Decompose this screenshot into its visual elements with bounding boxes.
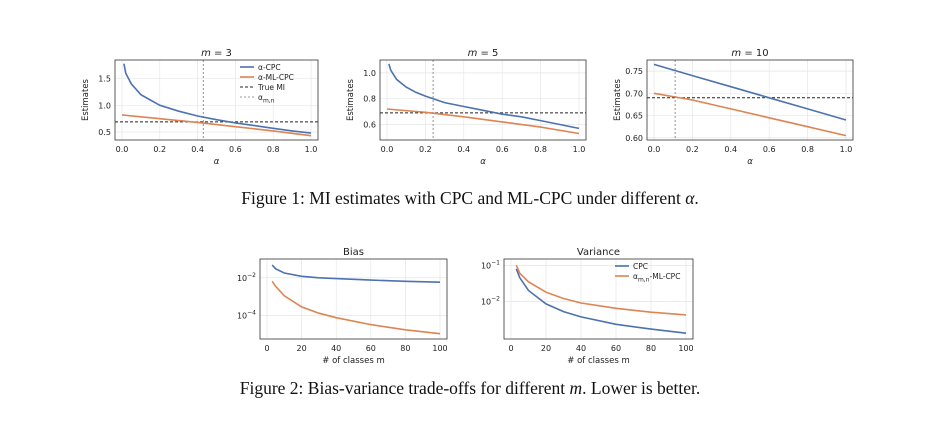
chart-4-title: Bias — [343, 247, 364, 258]
chart-4-frame — [259, 258, 448, 340]
chart-1-x-tick-label: 0.8 — [267, 145, 280, 154]
chart-1-legend-label: αm,n — [258, 93, 275, 105]
chart-1-series-cpc-line — [123, 63, 312, 134]
chart-2-x-tick-label: 0.2 — [419, 145, 432, 154]
chart-3-y-tick-label: 0.70 — [625, 89, 643, 98]
chart-3-x-tick-label: 0.6 — [763, 145, 776, 154]
chart-1-title: m = 3 — [201, 48, 232, 59]
figure2-caption-end: . Lower is better. — [582, 378, 701, 398]
chart-3-y-tick-label: 0.75 — [625, 67, 643, 76]
figure1-caption: Figure 1: MI estimates with CPC and ML-C… — [0, 188, 940, 209]
figure1-caption-end: . — [694, 188, 699, 208]
chart-1-y-axis-label: Estimates — [81, 78, 91, 121]
chart-3-y-tick-label: 0.60 — [625, 134, 643, 143]
chart-3-x-tick-label: 0.4 — [724, 145, 737, 154]
chart-1-y-tick-label: 1.0 — [98, 101, 111, 110]
chart-5-series-cpc-line — [515, 268, 687, 334]
chart-3-y-axis-label: Estimates — [613, 78, 623, 121]
chart-4-x-tick-label: 100 — [432, 344, 447, 353]
chart-3-x-tick-label: 0.0 — [648, 145, 661, 154]
chart-1-y-tick-label: 1.5 — [98, 75, 111, 84]
chart-5-y-tick-label: 10−1 — [481, 259, 500, 270]
figure2-caption: Figure 2: Bias-variance trade-offs for d… — [0, 378, 940, 399]
chart-4-series-ml-cpc-line — [271, 280, 441, 335]
chart-5-legend-label: αm,n-ML-CPC — [633, 272, 680, 284]
chart-5-x-tick-label: 0 — [508, 344, 513, 353]
chart-2-x-tick-label: 0.4 — [457, 145, 470, 154]
chart-2-x-tick-label: 0.6 — [496, 145, 509, 154]
chart-3-y-tick-label: 0.65 — [625, 112, 643, 121]
chart-5-x-tick-label: 100 — [678, 344, 693, 353]
chart-1-x-tick-label: 0.2 — [153, 145, 166, 154]
chart-2-title: m = 5 — [468, 48, 499, 59]
chart-2-frame — [379, 59, 587, 141]
chart-4-x-tick-label: 60 — [366, 344, 376, 353]
chart-4-y-tick-label: 10−4 — [237, 309, 256, 320]
figure1-caption-symbol: α — [685, 188, 695, 208]
chart-5-x-tick-label: 20 — [541, 344, 551, 353]
chart-5-title: Variance — [577, 247, 620, 258]
chart-1-y-tick-label: 0.5 — [98, 128, 111, 137]
chart-2-series-cpc-line — [388, 63, 580, 130]
chart-5-legend-label: CPC — [633, 262, 648, 271]
chart-3-frame — [646, 59, 854, 141]
chart-2-y-axis-label: Estimates — [346, 78, 356, 121]
chart-2-x-axis-label: α — [480, 157, 486, 167]
chart-4-series-cpc-line — [271, 264, 441, 283]
chart-1-frame — [114, 59, 319, 141]
chart-3-series-ml-cpc-line — [653, 92, 847, 137]
chart-2-y-tick-label: 1.0 — [363, 69, 376, 78]
chart-4-x-tick-label: 0 — [264, 344, 269, 353]
figure2-caption-text: Figure 2: Bias-variance trade-offs for d… — [239, 378, 570, 398]
chart-3-x-tick-label: 1.0 — [840, 145, 853, 154]
chart-4-x-axis-label: # of classes m — [322, 356, 384, 366]
chart-1-x-tick-label: 1.0 — [305, 145, 318, 154]
chart-4-y-tick-label: 10−2 — [237, 272, 256, 283]
chart-4-x-tick-label: 20 — [297, 344, 307, 353]
chart-5-frame — [503, 258, 694, 340]
chart-3-series-cpc-line — [653, 63, 847, 121]
chart-5-x-axis-label: # of classes m — [567, 356, 629, 366]
chart-3-x-tick-label: 0.2 — [686, 145, 699, 154]
chart-1-legend-label: True MI — [257, 83, 285, 92]
chart-2-x-tick-label: 0.8 — [534, 145, 547, 154]
chart-3-x-tick-label: 0.8 — [801, 145, 814, 154]
chart-1-x-tick-label: 0.6 — [229, 145, 242, 154]
chart-1-x-tick-label: 0.4 — [191, 145, 204, 154]
chart-2-series-ml-cpc-line — [386, 108, 580, 135]
chart-5-x-tick-label: 80 — [646, 344, 656, 353]
chart-2-x-tick-label: 1.0 — [573, 145, 586, 154]
chart-4-x-tick-label: 80 — [400, 344, 410, 353]
chart-2-y-tick-label: 0.8 — [363, 95, 376, 104]
chart-5-x-tick-label: 40 — [576, 344, 586, 353]
chart-3-x-axis-label: α — [747, 157, 753, 167]
chart-5-x-tick-label: 60 — [611, 344, 621, 353]
figure2-caption-symbol: m — [569, 378, 583, 398]
chart-5-series-ml-cpc-line — [515, 264, 687, 316]
chart-2-x-tick-label: 0.0 — [381, 145, 394, 154]
chart-4-x-tick-label: 40 — [331, 344, 341, 353]
chart-1-legend-label: α-CPC — [258, 63, 281, 72]
chart-1-x-axis-label: α — [214, 157, 220, 167]
chart-5-y-tick-label: 10−2 — [481, 295, 500, 306]
chart-1-series-ml-cpc-line — [121, 114, 312, 137]
chart-3-title: m = 10 — [731, 48, 768, 59]
chart-2-y-tick-label: 0.6 — [363, 121, 376, 130]
chart-1-x-tick-label: 0.0 — [116, 145, 129, 154]
chart-1-legend-label: α-ML-CPC — [258, 73, 294, 82]
figure1-caption-text: Figure 1: MI estimates with CPC and ML-C… — [241, 188, 686, 208]
